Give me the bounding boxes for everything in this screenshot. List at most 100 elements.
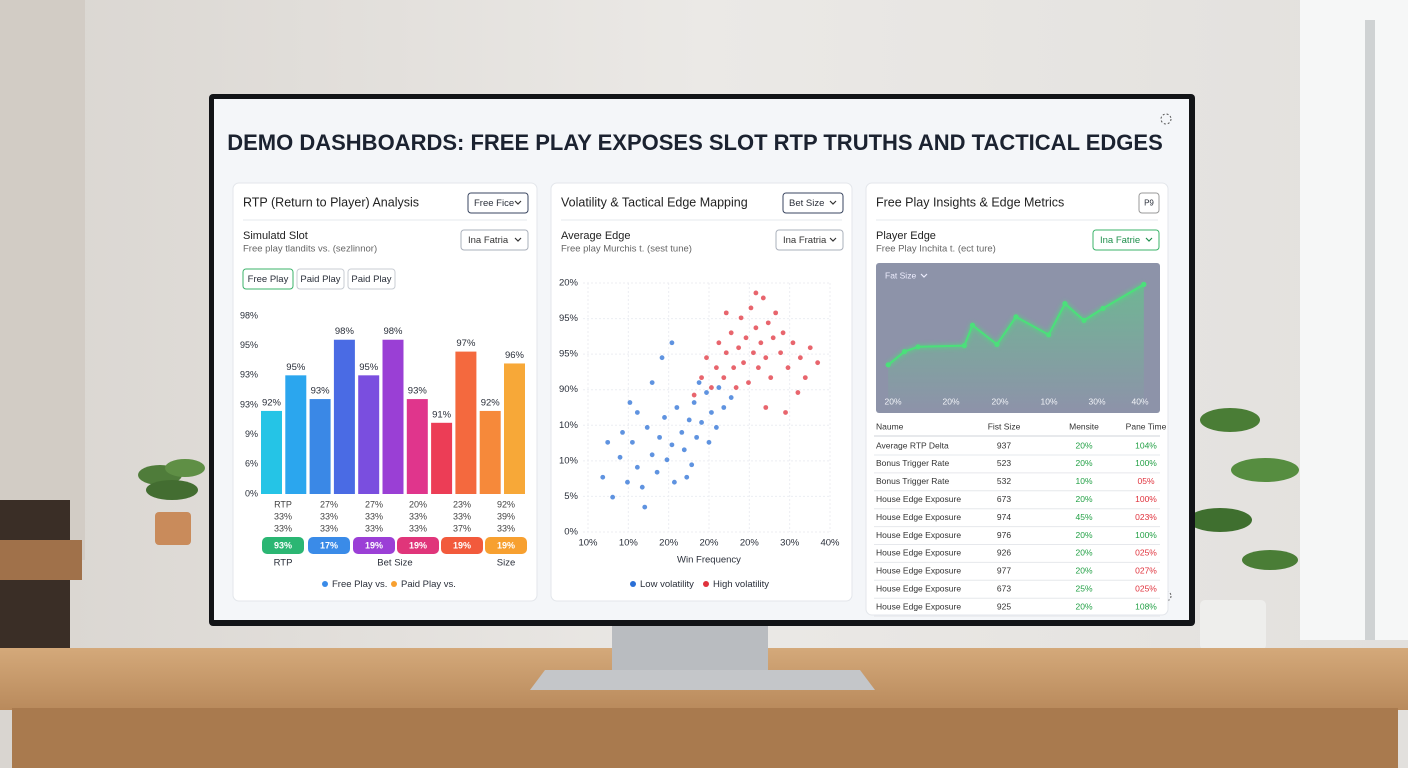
x-axis-label: 20% [740,538,760,549]
scatter-point [716,385,722,390]
scatter-point [763,405,769,410]
select[interactable] [460,229,529,251]
scatter-point [790,340,796,346]
select-label: Ina Fatria [468,235,509,246]
table-cell: 925 [997,601,1011,611]
table-header: Mensite [1069,421,1099,431]
table-cell: 05% [1137,476,1154,486]
scatter-point [731,365,737,371]
scatter-point [657,434,662,440]
line-point [1062,301,1068,307]
bar [261,410,282,494]
table-cell: 39% [497,511,515,521]
window-frame [1365,20,1375,640]
dropdown[interactable] [782,192,844,214]
pill-label: 93% [274,540,292,550]
select[interactable] [775,229,844,251]
scatter-point [758,340,764,346]
table-cell: 92% [497,499,515,509]
scatter-point [696,380,702,385]
leaf [1188,508,1252,532]
select-label: Ina Fatrie [1100,235,1140,246]
scatter-point [610,494,616,500]
value-label: 92% [481,397,501,408]
table-cell: 027% [1135,566,1157,576]
scatter-point [721,405,727,410]
dropdown[interactable] [467,192,529,214]
y-axis-label: 98% [240,310,258,320]
tab[interactable] [296,268,345,290]
pill-label: 19% [365,540,383,550]
dashboard-title: DEMO DASHBOARDS: FREE PLAY EXPOSES SLOT … [227,130,1163,155]
scatter-point [807,345,813,351]
pill-label: 17% [320,540,338,550]
leaf [1231,458,1299,482]
value-label: 96% [505,350,525,361]
table-cell: 27% [365,499,383,509]
table-cell: 108% [1135,601,1157,611]
scatter-point [634,464,640,470]
scatter-point [802,375,808,381]
y-axis-label: 5% [564,491,578,502]
scatter-point [770,335,776,341]
table-cell: House Edge Exposure [876,583,961,593]
monitor-base [530,670,875,690]
scatter-point [649,380,655,385]
select[interactable] [1092,229,1160,251]
pill-label: 19% [497,540,515,550]
table-cell: 33% [274,523,292,533]
bar [504,363,525,494]
value-label: 95% [359,362,379,373]
table-cell: 532 [997,476,1011,486]
table-cell: House Edge Exposure [876,566,961,576]
legend-label: Low volatility [640,579,694,590]
x-axis-label: 30% [780,538,800,549]
line-point [1100,305,1106,311]
value-label: 91% [432,409,452,420]
scatter-point [713,365,719,371]
table-cell: House Edge Exposure [876,530,961,540]
button[interactable] [1138,192,1160,214]
footer-label: RTP [274,558,293,569]
table-cell: 023% [1135,512,1157,522]
scatter-point [736,345,742,351]
table-cell: 10% [1075,476,1092,486]
monitor-neck [612,620,768,672]
x-axis-label: 20% [991,396,1008,406]
scatter-point [617,454,623,460]
dropdown-label: Free Fice [474,198,514,209]
y-axis-label: 10% [559,455,579,466]
table-cell: Average RTP Delta [876,440,949,450]
table-cell: 100% [1135,494,1157,504]
tab[interactable] [242,268,294,290]
panel-title: Volatility & Tactical Edge Mapping [561,195,748,209]
x-axis-label: 20% [942,396,959,406]
scatter-point [709,385,714,390]
scatter-point [662,415,667,420]
y-axis-label: 93% [240,370,258,380]
line-point [1013,314,1019,320]
footer-label: Size [497,558,515,569]
window [1300,0,1408,640]
scatter-point [795,390,801,395]
scatter-point [630,439,635,445]
scatter-point [753,290,759,296]
table-cell: 33% [365,511,383,521]
value-label: 93% [408,386,428,397]
table-cell: 025% [1135,548,1157,558]
footer-label: Bet Size [377,558,412,569]
tab[interactable] [347,268,396,290]
table-cell: 20% [1075,566,1092,576]
y-axis-label: 10% [559,420,579,431]
scatter-point [654,469,660,475]
y-axis-label: 93% [240,399,258,409]
leaf [165,459,205,477]
x-axis-label: 10% [578,538,598,549]
y-axis-label: 90% [559,384,579,395]
value-label: 97% [456,338,476,349]
line-point [1046,332,1052,338]
table-cell: 20% [1075,601,1092,611]
pill [262,537,304,554]
scatter-point [709,410,714,415]
